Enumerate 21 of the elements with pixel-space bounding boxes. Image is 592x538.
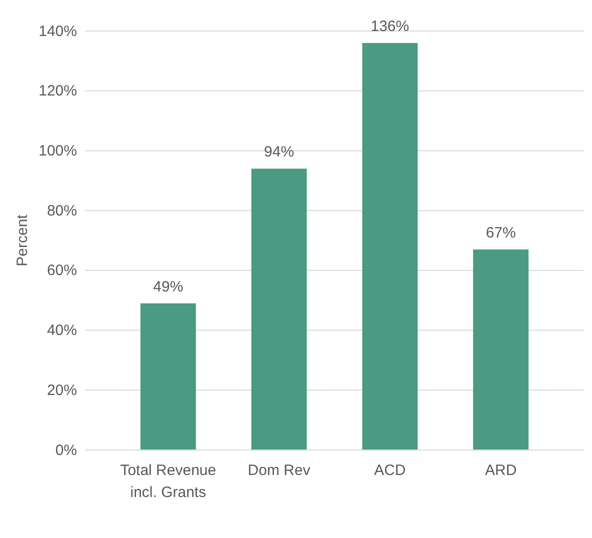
x-tick-label: Dom Rev <box>248 462 311 479</box>
y-tick-label: 40% <box>46 322 77 340</box>
x-tick-label: ARD <box>484 462 517 479</box>
y-tick-label: 140% <box>38 22 77 40</box>
bar <box>473 249 529 450</box>
x-tick-label: Total Revenue incl. Grants <box>120 462 216 501</box>
data-label: 49% <box>153 278 184 296</box>
y-tick-label: 0% <box>55 442 77 459</box>
y-tick-label: 20% <box>46 382 77 399</box>
y-tick-label: 100% <box>38 142 77 160</box>
data-label: 136% <box>370 18 410 35</box>
bar <box>362 42 418 450</box>
y-axis-title: Percent <box>14 214 31 266</box>
data-label: 94% <box>264 144 294 161</box>
data-label: 67% <box>486 224 516 242</box>
bar <box>140 303 196 450</box>
y-tick-label: 80% <box>46 202 77 220</box>
x-tick-label: ACD <box>374 462 406 479</box>
bar <box>251 168 307 450</box>
y-tick-label: 120% <box>38 82 77 100</box>
y-tick-label: 60% <box>46 262 77 280</box>
